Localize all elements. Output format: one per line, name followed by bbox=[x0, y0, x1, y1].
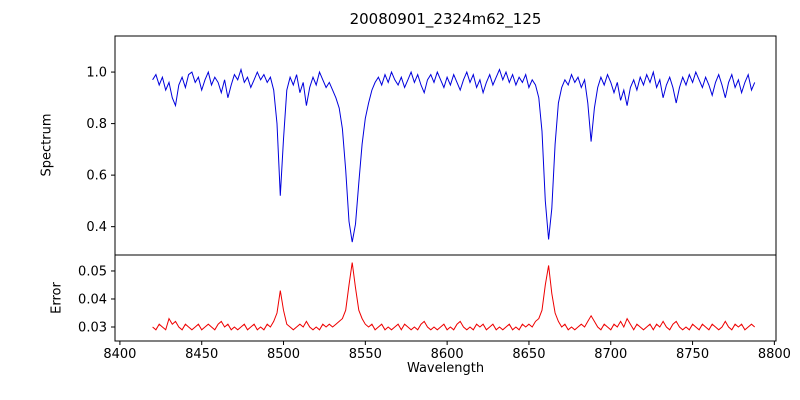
x-tick-label: 8600 bbox=[431, 347, 464, 362]
spectrum-line bbox=[152, 67, 756, 243]
x-tick-label: 8700 bbox=[594, 347, 627, 362]
x-tick-label: 8650 bbox=[512, 347, 545, 362]
error-y-tick-label: 0.04 bbox=[78, 292, 107, 307]
chart-title: 20080901_2324m62_125 bbox=[349, 10, 542, 28]
x-tick-label: 8550 bbox=[349, 347, 382, 362]
x-tick-label: 8500 bbox=[267, 347, 300, 362]
error-y-tick-label: 0.05 bbox=[78, 264, 107, 279]
x-tick-label: 8450 bbox=[185, 347, 218, 362]
error-y-tick-label: 0.03 bbox=[78, 320, 107, 335]
spectrum-y-tick-label: 0.8 bbox=[86, 117, 107, 132]
x-tick-label: 8750 bbox=[676, 347, 709, 362]
spectrum-y-tick-label: 1.0 bbox=[86, 66, 107, 81]
x-axis-label: Wavelength bbox=[406, 361, 485, 376]
x-tick-label: 8800 bbox=[758, 347, 791, 362]
spectrum-y-tick-label: 0.4 bbox=[86, 220, 107, 235]
spectrum-y-tick-label: 0.6 bbox=[86, 169, 107, 184]
error-panel-spines bbox=[114, 254, 777, 342]
spectrum-panel-spines bbox=[114, 35, 777, 256]
error-line bbox=[152, 262, 756, 331]
x-tick-label: 8400 bbox=[103, 347, 136, 362]
